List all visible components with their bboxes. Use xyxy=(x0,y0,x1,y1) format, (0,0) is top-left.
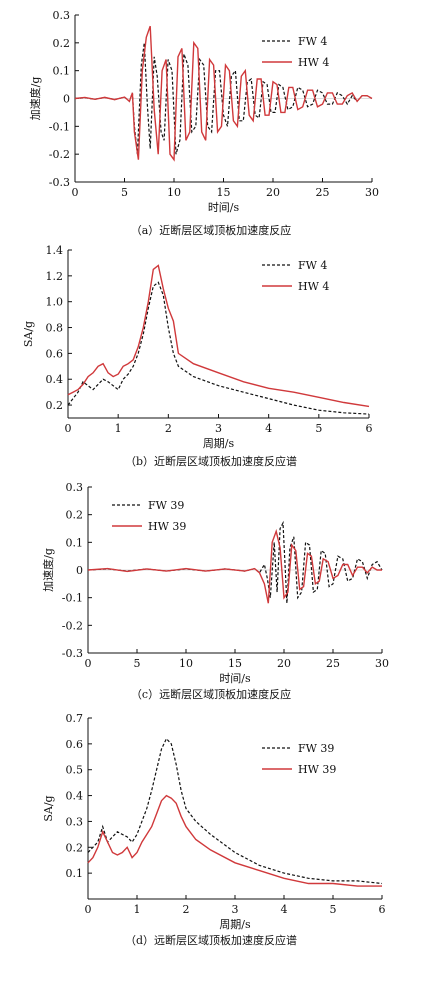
series-line-hw-39 xyxy=(87,528,382,604)
x-tick-label: 5 xyxy=(134,657,141,670)
x-tick-label: 20 xyxy=(266,186,280,199)
y-tick-label: 0.4 xyxy=(46,373,64,386)
y-tick-label: 0.7 xyxy=(66,712,84,725)
x-tick-label: 2 xyxy=(165,422,172,435)
chart-3: 0 5 10 15 20 25 30 -0.3 -0.2 -0.1 0 0.1 0.2 0.3 时间/s 加速… xyxy=(41,481,389,701)
series-line-fw-39 xyxy=(87,737,383,885)
x-axis-label: 周期/s xyxy=(219,918,251,931)
y-tick-label: 0.3 xyxy=(66,815,84,828)
series-line-fw-39 xyxy=(87,520,383,604)
x-tick-label: 1 xyxy=(115,422,122,435)
chart-2: 0 1 2 3 4 5 6 0.2 0.4 0.6 0.8 1.0 1.2 1.4 周期/s SA/g FW 4… xyxy=(22,244,373,468)
x-axis-label: 时间/s xyxy=(219,672,251,685)
y-tick-label: 0.2 xyxy=(66,841,84,854)
y-axis-label: SA/g xyxy=(42,795,55,821)
y-tick-label: -0.2 xyxy=(62,619,83,632)
series-line-fw-4 xyxy=(67,281,370,415)
y-tick-label: 0.5 xyxy=(66,764,84,777)
x-tick-label: 25 xyxy=(326,657,340,670)
x-tick-label: 25 xyxy=(316,186,330,199)
legend-label: FW 4 xyxy=(298,259,327,272)
y-tick-label: -0.2 xyxy=(49,148,70,161)
y-tick-label: -0.3 xyxy=(49,176,70,189)
x-tick-label: 0 xyxy=(85,903,92,916)
legend-label: HW 39 xyxy=(298,763,336,776)
x-tick-label: 30 xyxy=(365,186,379,199)
x-tick-label: 0 xyxy=(85,657,92,670)
legend-label: HW 4 xyxy=(298,280,329,293)
x-axis-label: 时间/s xyxy=(208,201,240,214)
series-line-hw-39 xyxy=(87,794,382,887)
y-tick-label: 0.3 xyxy=(66,481,84,494)
x-tick-label: 10 xyxy=(167,186,181,199)
legend-label: FW 39 xyxy=(298,742,334,755)
x-tick-label: 2 xyxy=(183,903,190,916)
x-tick-label: 15 xyxy=(228,657,242,670)
legend-label: FW 39 xyxy=(148,499,184,512)
x-tick-label: 0 xyxy=(65,422,72,435)
x-tick-label: 6 xyxy=(379,903,386,916)
x-tick-label: 6 xyxy=(366,422,373,435)
y-tick-label: 0.2 xyxy=(53,37,71,50)
y-tick-label: 0 xyxy=(76,564,83,577)
y-tick-label: 1.4 xyxy=(46,244,64,257)
legend-label: FW 4 xyxy=(298,35,327,48)
x-tick-label: 3 xyxy=(215,422,222,435)
y-tick-label: 0 xyxy=(63,93,70,106)
x-tick-label: 3 xyxy=(232,903,239,916)
chart-caption: （c）远断层区域顶板加速度反应 xyxy=(131,687,291,701)
y-tick-label: 0.1 xyxy=(66,867,84,880)
y-axis-label: 加速度/g xyxy=(41,548,55,592)
series-line-fw-4 xyxy=(74,42,373,155)
legend-label: HW 39 xyxy=(148,520,186,533)
x-tick-label: 4 xyxy=(281,903,288,916)
legend-label: HW 4 xyxy=(298,56,329,69)
y-tick-label: -0.1 xyxy=(49,120,70,133)
y-axis-label: 加速度/g xyxy=(28,77,42,121)
y-tick-label: -0.1 xyxy=(62,592,83,605)
x-tick-label: 5 xyxy=(121,186,128,199)
x-tick-label: 4 xyxy=(265,422,272,435)
x-tick-label: 30 xyxy=(375,657,389,670)
x-axis-label: 周期/s xyxy=(203,437,235,450)
chart-caption: （b）近断层区域顶板加速度反应谱 xyxy=(125,454,297,468)
x-tick-label: 20 xyxy=(277,657,291,670)
x-tick-label: 1 xyxy=(134,903,141,916)
y-tick-label: 1.2 xyxy=(46,270,64,283)
y-tick-label: 0.8 xyxy=(46,322,64,335)
y-tick-label: 1.0 xyxy=(46,296,64,309)
y-tick-label: 0.1 xyxy=(53,65,71,78)
x-tick-label: 10 xyxy=(179,657,193,670)
chart-4: 0 1 2 3 4 5 6 0.1 0.2 0.3 0.4 0.5 0.6 0.7 周期/s SA/g FW 3… xyxy=(42,712,386,947)
y-tick-label: 0.2 xyxy=(46,399,64,412)
y-axis-label: SA/g xyxy=(22,321,35,347)
y-tick-label: 0.4 xyxy=(66,790,84,803)
x-tick-label: 0 xyxy=(72,186,79,199)
y-tick-label: 0.3 xyxy=(53,9,71,22)
chart-caption: （a）近断层区域顶板加速度反应 xyxy=(131,223,292,237)
series-line-hw-4 xyxy=(74,25,373,162)
y-tick-label: 0.2 xyxy=(66,509,84,522)
series-line-hw-4 xyxy=(67,264,370,408)
y-tick-label: 0.1 xyxy=(66,536,84,549)
x-tick-label: 5 xyxy=(315,422,322,435)
y-tick-label: -0.3 xyxy=(62,647,83,660)
chart-1: 0 5 10 15 20 25 30 -0.3 -0.2 -0.1 0 0.1 0.2 0.3 时间/s 加速… xyxy=(28,9,379,237)
x-tick-label: 15 xyxy=(217,186,231,199)
y-tick-label: 0.6 xyxy=(46,347,64,360)
y-tick-label: 0.6 xyxy=(66,738,84,751)
chart-caption: （d）远断层区域顶板加速度反应谱 xyxy=(125,933,297,947)
x-tick-label: 5 xyxy=(330,903,337,916)
